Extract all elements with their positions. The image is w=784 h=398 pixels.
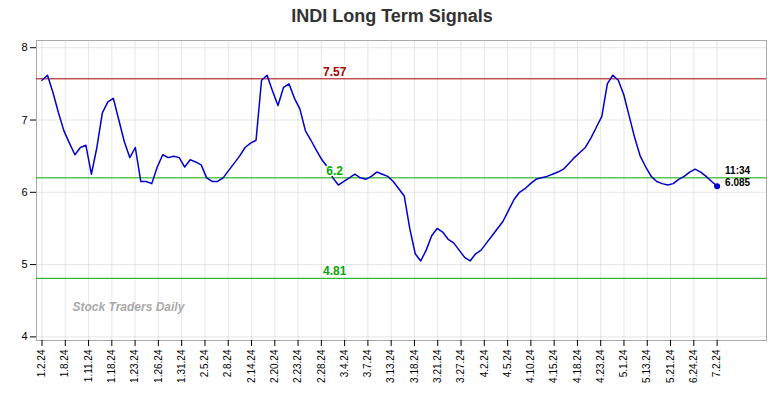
svg-text:1.31.24: 1.31.24 bbox=[176, 349, 187, 383]
svg-text:7.57: 7.57 bbox=[323, 65, 347, 79]
svg-text:1.11.24: 1.11.24 bbox=[83, 349, 94, 382]
svg-text:5.21.24: 5.21.24 bbox=[665, 349, 676, 383]
svg-text:4: 4 bbox=[21, 330, 27, 342]
html-text:INDI Long Term Signals: INDI Long Term Signals bbox=[291, 6, 493, 26]
svg-text:3.4.24: 3.4.24 bbox=[339, 349, 350, 377]
svg-text:2.23.24: 2.23.24 bbox=[292, 349, 303, 383]
svg-text:4.81: 4.81 bbox=[323, 264, 347, 278]
svg-text:6.24.24: 6.24.24 bbox=[688, 349, 699, 383]
svg-text:8: 8 bbox=[21, 41, 27, 53]
svg-text:11:34: 11:34 bbox=[725, 165, 750, 176]
svg-text:3.7.24: 3.7.24 bbox=[362, 349, 373, 377]
svg-text:1.8.24: 1.8.24 bbox=[59, 349, 70, 377]
svg-text:1.23.24: 1.23.24 bbox=[129, 349, 140, 383]
svg-text:4.10.24: 4.10.24 bbox=[525, 349, 536, 383]
svg-text:Stock Traders Daily: Stock Traders Daily bbox=[73, 300, 186, 314]
svg-text:3.18.24: 3.18.24 bbox=[409, 349, 420, 383]
svg-text:4.5.24: 4.5.24 bbox=[502, 349, 513, 377]
svg-text:1.26.24: 1.26.24 bbox=[153, 349, 164, 383]
svg-text:4.18.24: 4.18.24 bbox=[572, 349, 583, 383]
svg-text:5.13.24: 5.13.24 bbox=[641, 349, 652, 383]
svg-text:2.20.24: 2.20.24 bbox=[269, 349, 280, 383]
svg-text:5: 5 bbox=[21, 258, 27, 270]
svg-text:2.14.24: 2.14.24 bbox=[246, 349, 257, 383]
svg-text:6: 6 bbox=[21, 186, 27, 198]
svg-text:2.28.24: 2.28.24 bbox=[316, 349, 327, 383]
svg-text:3.13.24: 3.13.24 bbox=[385, 349, 396, 383]
svg-text:2.8.24: 2.8.24 bbox=[222, 349, 233, 377]
svg-text:1.18.24: 1.18.24 bbox=[106, 349, 117, 383]
svg-text:6.085: 6.085 bbox=[725, 177, 750, 188]
svg-text:4.23.24: 4.23.24 bbox=[595, 349, 606, 383]
svg-text:4.15.24: 4.15.24 bbox=[548, 349, 559, 383]
svg-text:3.27.24: 3.27.24 bbox=[455, 349, 466, 383]
svg-text:7: 7 bbox=[21, 114, 27, 126]
svg-text:1.2.24: 1.2.24 bbox=[36, 349, 47, 377]
svg-text:6.2: 6.2 bbox=[326, 164, 343, 178]
svg-text:7.2.24: 7.2.24 bbox=[711, 349, 722, 377]
svg-text:2.5.24: 2.5.24 bbox=[199, 349, 210, 377]
svg-text:4.2.24: 4.2.24 bbox=[479, 349, 490, 377]
svg-text:5.1.24: 5.1.24 bbox=[618, 349, 629, 377]
svg-text:3.21.24: 3.21.24 bbox=[432, 349, 443, 383]
